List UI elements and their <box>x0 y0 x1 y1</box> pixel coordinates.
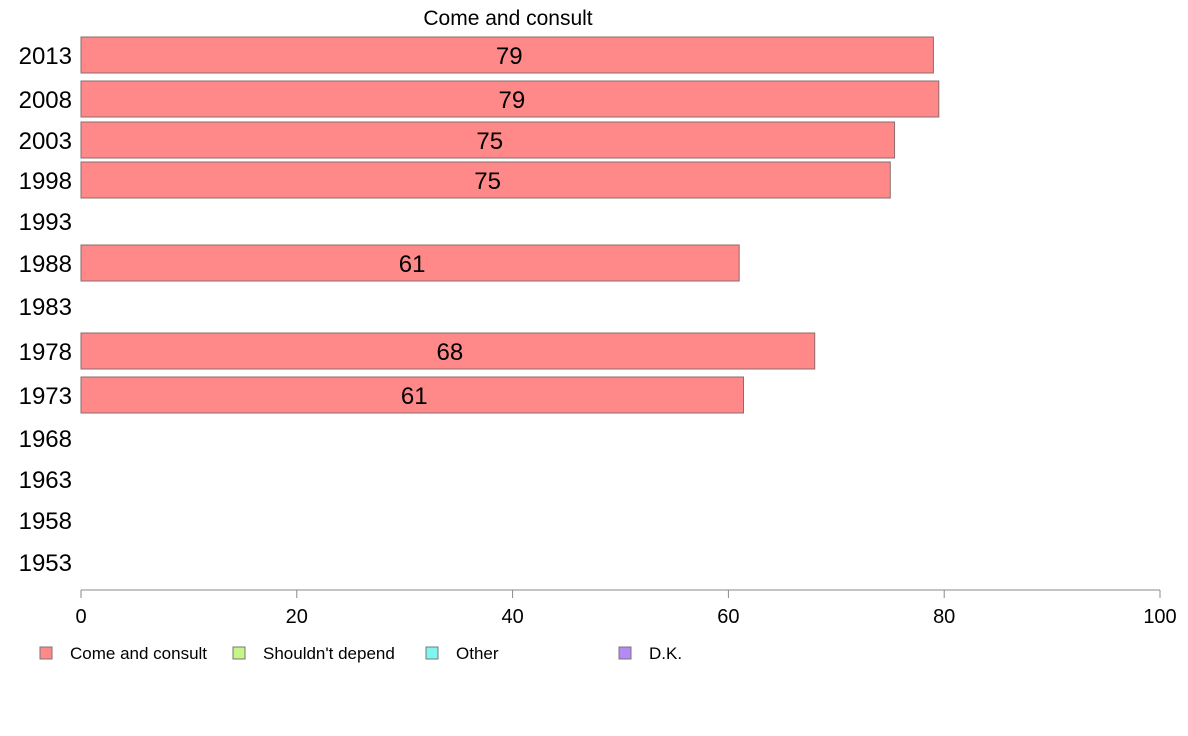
legend-swatch <box>618 646 632 660</box>
x-axis: 0 20 40 60 80 100 <box>75 589 1177 628</box>
legend-label: Come and consult <box>70 644 207 663</box>
y-tick-label: 1988 <box>19 251 72 278</box>
x-tick-label: 100 <box>1143 606 1176 628</box>
bar-value-label: 61 <box>401 383 428 410</box>
x-tick-label: 80 <box>933 606 955 628</box>
bar-value-label: 61 <box>399 251 426 278</box>
legend-item: D.K. <box>618 644 682 663</box>
bar <box>80 332 816 370</box>
bar-value-label: 75 <box>476 128 503 155</box>
y-tick-label: 1958 <box>19 508 72 535</box>
bars: 79 79 75 75 61 68 61 <box>80 36 940 414</box>
y-tick-label: 2013 <box>19 43 72 70</box>
y-tick-label: 1983 <box>19 294 72 321</box>
bar <box>80 80 940 118</box>
bar <box>80 244 740 282</box>
x-tick-label: 20 <box>286 606 308 628</box>
x-tick-label: 40 <box>501 606 523 628</box>
bar-value-label: 79 <box>496 43 523 70</box>
y-tick-label: 1978 <box>19 339 72 366</box>
legend-item: Shouldn't depend <box>232 644 395 663</box>
legend: Come and consult Shouldn't depend Other D.K… <box>39 644 682 663</box>
bar <box>80 376 745 414</box>
y-tick-label: 1953 <box>19 550 72 577</box>
legend-swatch <box>39 646 53 660</box>
bar-value-label: 79 <box>499 87 526 114</box>
legend-swatch <box>425 646 439 660</box>
bar-value-label: 75 <box>474 168 501 195</box>
y-tick-label: 1993 <box>19 209 72 236</box>
x-tick-label: 60 <box>717 606 739 628</box>
y-tick-label: 1973 <box>19 383 72 410</box>
legend-item: Come and consult <box>39 644 207 663</box>
legend-label: D.K. <box>649 644 682 663</box>
legend-swatch <box>232 646 246 660</box>
bar <box>80 161 891 199</box>
legend-item: Other <box>425 644 499 663</box>
bar-value-label: 68 <box>437 339 464 366</box>
bar <box>80 121 896 159</box>
y-tick-label: 1963 <box>19 467 72 494</box>
y-tick-label: 2003 <box>19 128 72 155</box>
y-tick-label: 1998 <box>19 168 72 195</box>
y-tick-label: 1968 <box>19 426 72 453</box>
legend-label: Other <box>456 644 499 663</box>
chart-title: Come and consult <box>423 7 592 30</box>
x-tick-label: 0 <box>75 606 86 628</box>
legend-label: Shouldn't depend <box>263 644 395 663</box>
y-axis-labels: 2013 2008 2003 1998 1993 1988 1983 1978 1973 1968… <box>19 43 72 577</box>
y-tick-label: 2008 <box>19 87 72 114</box>
bar <box>80 36 934 74</box>
